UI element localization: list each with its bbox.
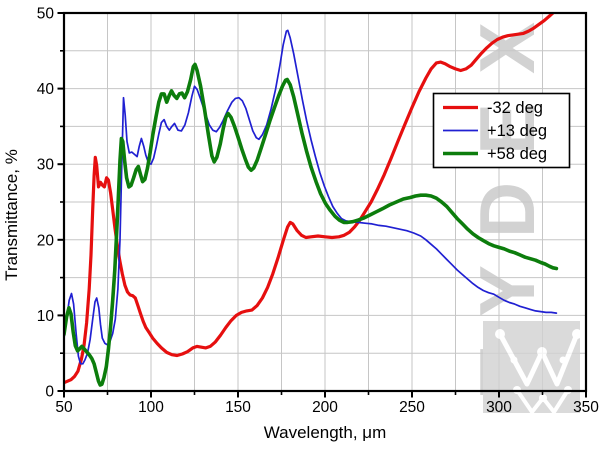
series-line-+58-deg [64, 62, 559, 387]
y-tick-label: 40 [37, 81, 55, 98]
y-tick-label: 20 [37, 232, 55, 249]
y-tick-label: 30 [37, 157, 55, 174]
series-line-+13-deg [64, 29, 558, 365]
watermark-logo-dot [510, 356, 518, 364]
x-tick-label: 50 [55, 399, 73, 416]
watermark-logo-dot [559, 356, 567, 364]
x-axis-title: Wavelength, μm [264, 423, 387, 442]
x-tick-label: 300 [486, 399, 512, 416]
x-tick-label: 150 [225, 399, 251, 416]
y-tick-label: 50 [37, 6, 55, 23]
x-tick-label: 100 [138, 399, 164, 416]
y-tick-label: 10 [37, 308, 55, 325]
legend-label: -32 deg [487, 99, 543, 117]
legend: -32 deg +13 deg +58 deg [443, 99, 547, 163]
tick-labels-layer: 50 100 150 200 250 300 350 0 10 20 30 40 50 [37, 6, 600, 417]
watermark-letter: Y [463, 265, 551, 317]
watermark-logo-dot [539, 394, 547, 402]
legend-label: +13 deg [487, 122, 547, 140]
watermark-logo-dot [572, 329, 582, 339]
watermark: TYDEX [463, 22, 582, 414]
watermark-logo-dot [537, 347, 547, 357]
axes-frame-layer [57, 11, 588, 398]
legend-label: +58 deg [487, 145, 547, 163]
y-axis-title: Transmittance, % [2, 149, 21, 281]
watermark-logo-dot [495, 329, 505, 339]
x-tick-label: 200 [312, 399, 338, 416]
grid-layer [64, 13, 586, 391]
x-tick-label: 250 [399, 399, 425, 416]
watermark-letter: E [463, 103, 551, 155]
x-tick-label: 350 [573, 399, 599, 416]
watermark-letter: D [463, 182, 551, 238]
curves-layer [64, 13, 559, 387]
y-tick-label: 0 [45, 384, 54, 401]
watermark-logo-icon [483, 321, 582, 414]
watermark-letter: X [463, 22, 551, 74]
series-line--32-deg [64, 13, 556, 385]
